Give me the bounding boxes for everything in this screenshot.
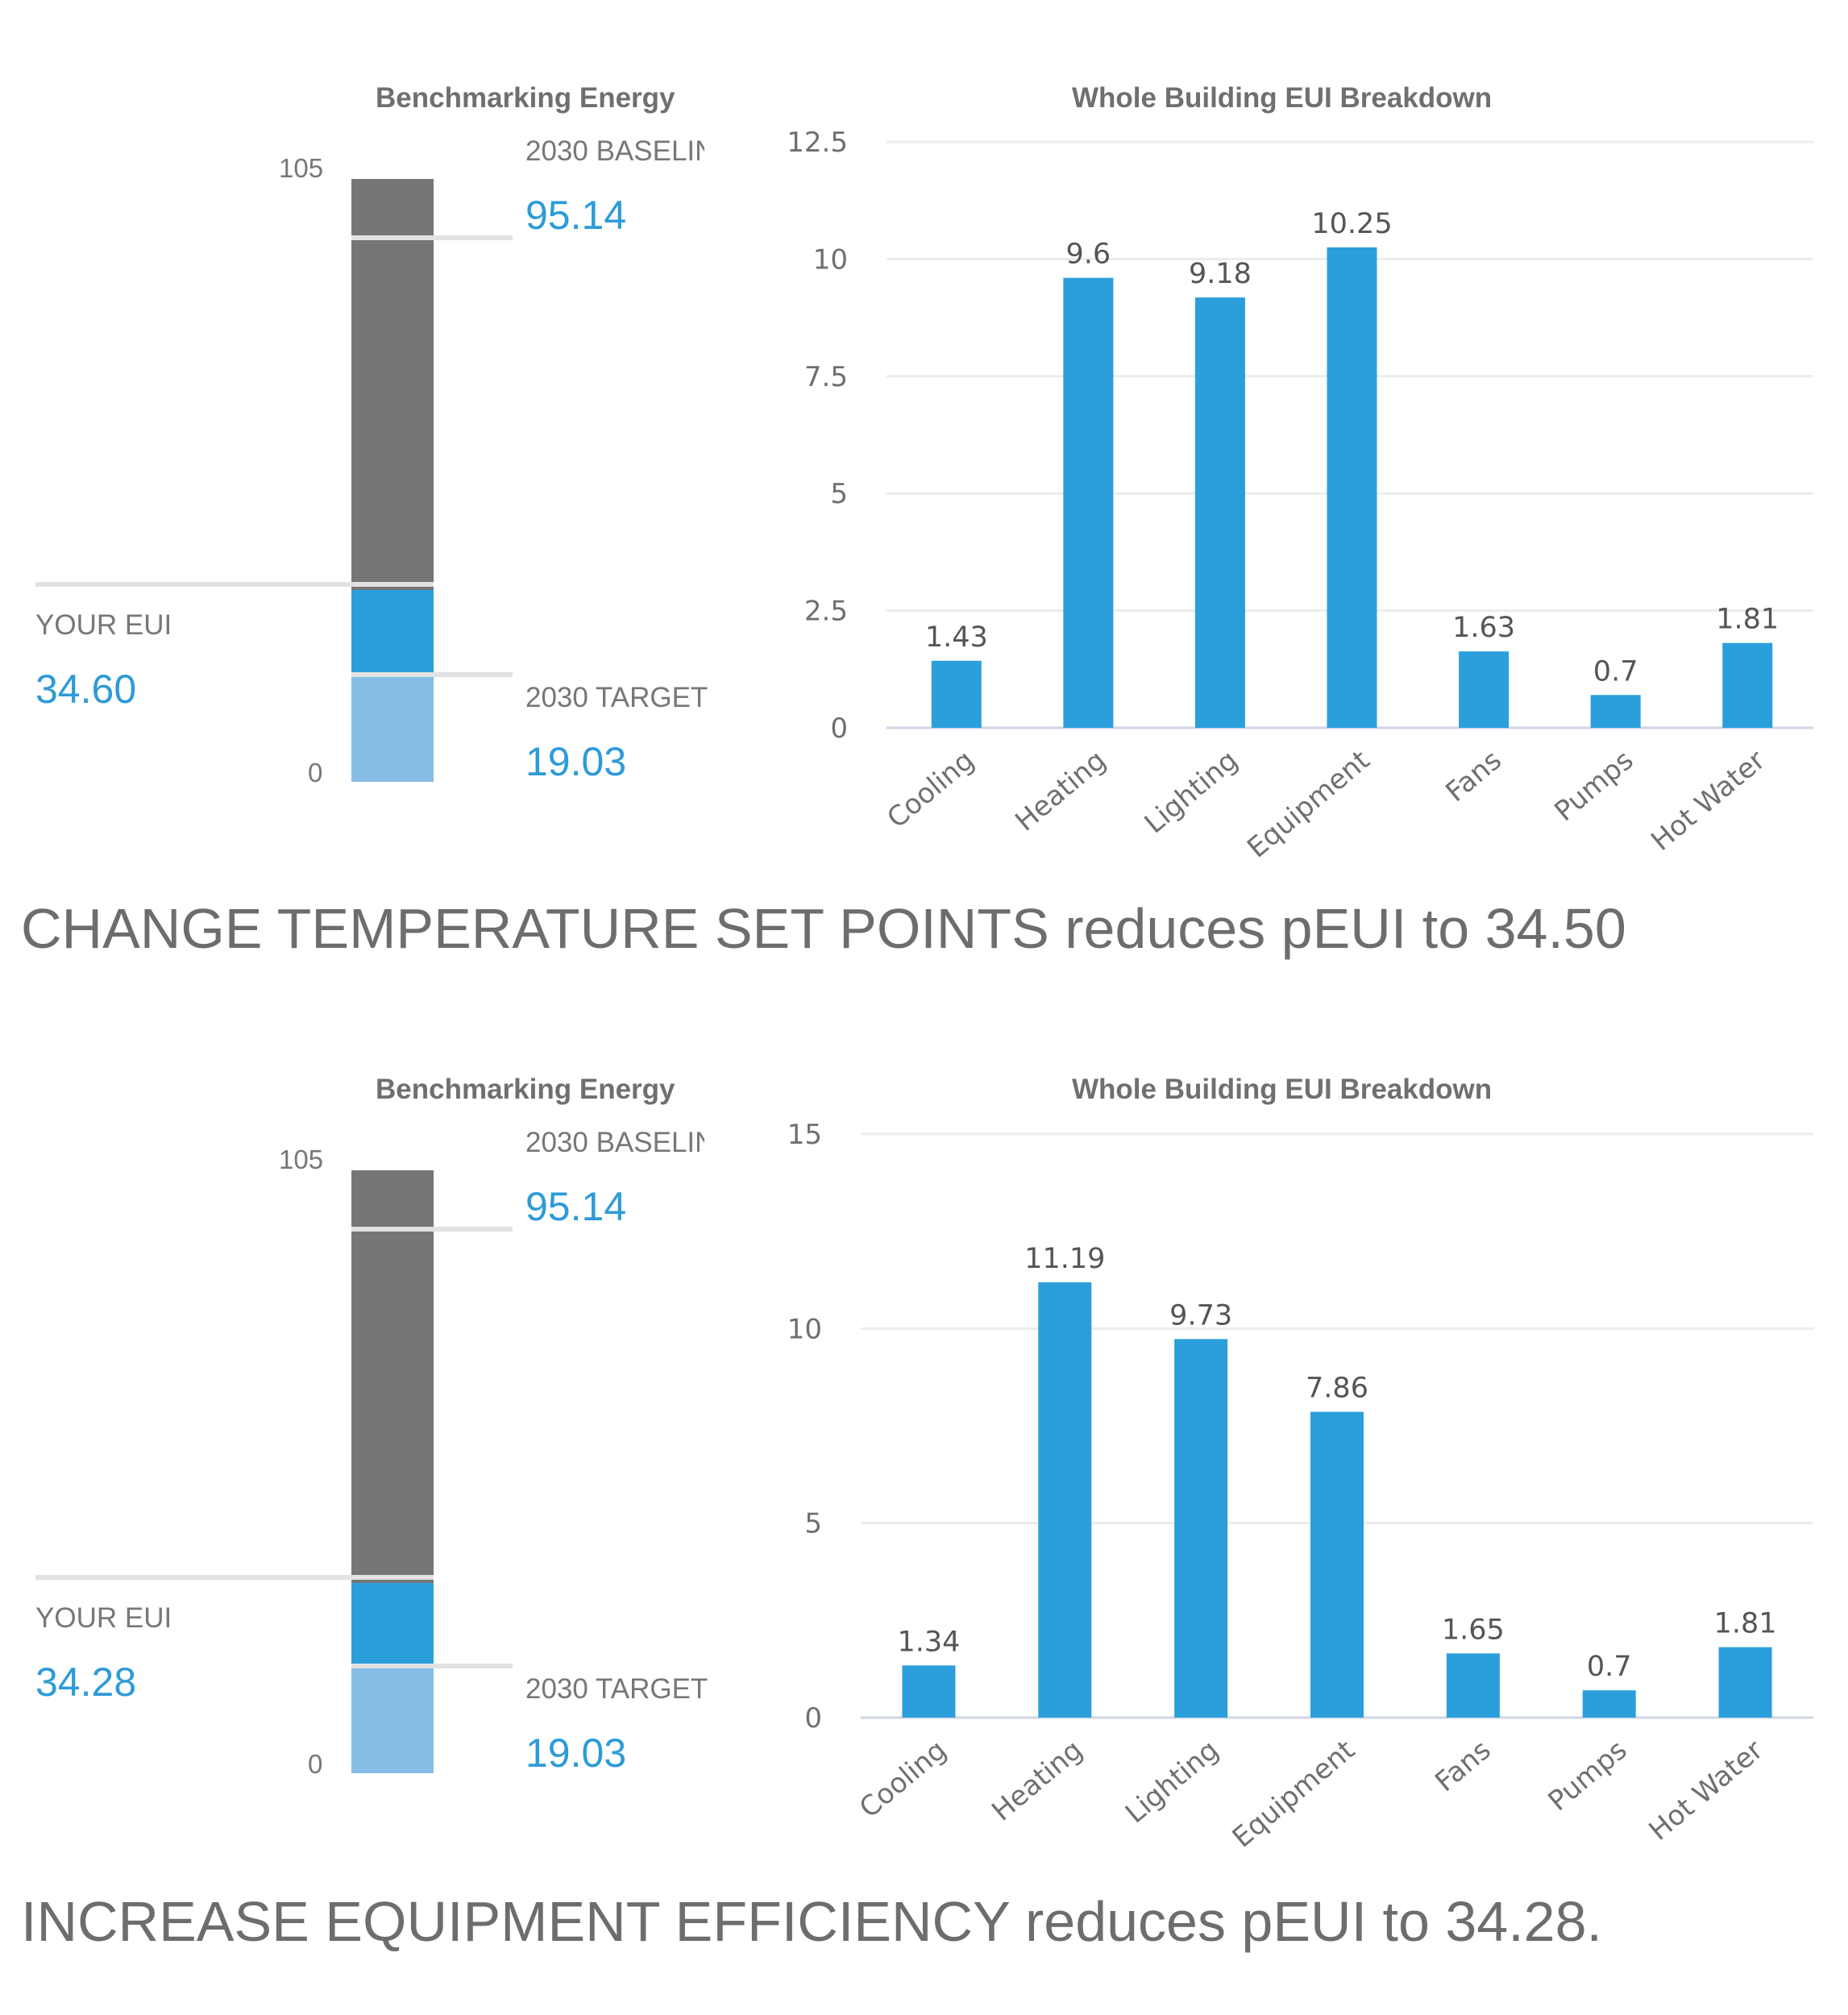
bar-fans: [1446, 1653, 1500, 1718]
bar-value-label: 10.25: [1311, 208, 1392, 240]
bar-equipment: [1310, 1411, 1364, 1718]
target-label: 2030 TARGET: [525, 1673, 708, 1705]
bar-value-label: 9.6: [1066, 239, 1111, 271]
baseline-value: 95.14: [525, 1184, 627, 1229]
bar-value-label: 1.81: [1716, 604, 1779, 636]
x-tick-label: Heating: [986, 1734, 1089, 1827]
benchmark-min-tick: 0: [308, 1749, 323, 1779]
baseline-label: 2030 BASELINE: [525, 1127, 704, 1158]
x-tick-label: Pumps: [1543, 1734, 1634, 1818]
scenario-panel-1: Benchmarking Energy 105 0 2030 BASELINE …: [0, 0, 1848, 991]
target-value: 19.03: [525, 1730, 627, 1776]
bar-pumps: [1582, 1690, 1636, 1718]
target-value: 19.03: [525, 739, 627, 784]
bar-value-label: 0.7: [1593, 655, 1638, 688]
bar-value-label: 1.43: [925, 621, 988, 654]
benchmark-min-tick: 0: [308, 758, 323, 787]
bar-value-label: 1.63: [1452, 612, 1515, 644]
y-tick-label: 10: [813, 243, 848, 276]
bar-value-label: 9.73: [1169, 1299, 1232, 1332]
eui-breakdown-title: Whole Building EUI Breakdown: [1072, 82, 1493, 114]
y-tick-label: 0: [830, 713, 848, 745]
x-tick-label: Hot Water: [1643, 1734, 1770, 1847]
x-tick-label: Pumps: [1548, 744, 1639, 828]
y-tick-label: 5: [830, 478, 848, 510]
y-tick-label: 10: [787, 1313, 822, 1345]
scenario-panel-2: Benchmarking Energy 105 0 2030 BASELINE …: [0, 991, 1848, 1983]
x-tick-label: Cooling: [881, 744, 980, 835]
bar-cooling: [931, 660, 982, 728]
benchmark-above-eui-segment: [351, 1170, 434, 1583]
bar-pumps: [1590, 695, 1641, 728]
bar-value-label: 11.19: [1024, 1243, 1105, 1275]
bar-lighting: [1194, 297, 1245, 728]
benchmark-your-eui-segment: [351, 1583, 434, 1667]
your-eui-label: YOUR EUI: [35, 1602, 172, 1634]
scenario-caption: INCREASE EQUIPMENT EFFICIENCY reduces pE…: [21, 1890, 1602, 1953]
scenario-caption: CHANGE TEMPERATURE SET POINTS reduces pE…: [21, 897, 1626, 960]
bar-value-label: 7.86: [1306, 1373, 1368, 1405]
bar-value-label: 1.34: [897, 1626, 960, 1658]
y-tick-label: 12.5: [787, 127, 848, 159]
eui-breakdown-chart: 0 2.5 5 7.5 10 12.5 1.43 Cooling 9.6 Heating 9.18 L…: [787, 127, 1813, 865]
benchmark-target-segment: [351, 1667, 434, 1773]
y-tick-label: 7.5: [804, 361, 848, 393]
bar-value-label: 9.18: [1189, 258, 1252, 290]
bar-lighting: [1174, 1339, 1228, 1718]
bar-heating: [1063, 277, 1114, 728]
y-tick-label: 2.5: [804, 596, 848, 628]
x-tick-label: Equipment: [1227, 1734, 1361, 1854]
target-marker-line: [351, 1664, 513, 1668]
your-eui-marker-line: [35, 1575, 434, 1580]
eui-breakdown-chart: 0 5 10 15 1.34 Cooling 11.19 Heating 9.73 Lightin…: [787, 1119, 1813, 1855]
bar-fans: [1459, 651, 1510, 728]
benchmark-title: Benchmarking Energy: [376, 1074, 675, 1105]
x-tick-label: Cooling: [853, 1734, 953, 1825]
benchmark-above-eui-segment: [351, 179, 434, 590]
benchmark-max-tick: 105: [279, 153, 324, 183]
benchmark-target-segment: [351, 675, 434, 782]
baseline-marker-line: [351, 235, 513, 240]
benchmark-your-eui-segment: [351, 590, 434, 675]
baseline-label: 2030 BASELINE: [525, 135, 704, 167]
x-tick-label: Heating: [1009, 744, 1112, 837]
your-eui-value: 34.60: [35, 667, 137, 712]
y-tick-label: 0: [804, 1702, 822, 1735]
x-tick-label: Hot Water: [1645, 744, 1771, 858]
bar-heating: [1038, 1282, 1092, 1718]
x-tick-label: Lighting: [1119, 1734, 1225, 1830]
y-tick-label: 5: [804, 1508, 822, 1540]
y-tick-label: 15: [787, 1119, 822, 1151]
x-tick-label: Equipment: [1241, 744, 1376, 864]
x-tick-label: Fans: [1440, 744, 1508, 808]
your-eui-marker-line: [35, 582, 434, 587]
x-tick-label: Fans: [1429, 1734, 1497, 1798]
benchmark-title: Benchmarking Energy: [376, 82, 675, 114]
baseline-marker-line: [351, 1227, 513, 1232]
bar-hot-water: [1722, 642, 1773, 728]
bar-value-label: 1.65: [1442, 1614, 1505, 1646]
bar-equipment: [1327, 247, 1377, 728]
eui-breakdown-title: Whole Building EUI Breakdown: [1072, 1074, 1493, 1105]
target-label: 2030 TARGET: [525, 682, 708, 713]
bar-value-label: 0.7: [1587, 1651, 1632, 1683]
bar-value-label: 1.81: [1714, 1608, 1777, 1640]
target-marker-line: [351, 672, 513, 677]
x-tick-label: Lighting: [1139, 744, 1244, 840]
your-eui-label: YOUR EUI: [35, 609, 172, 641]
bar-cooling: [902, 1665, 956, 1718]
bar-hot-water: [1718, 1647, 1772, 1718]
baseline-value: 95.14: [525, 193, 627, 238]
your-eui-value: 34.28: [35, 1660, 137, 1705]
benchmark-max-tick: 105: [279, 1145, 324, 1174]
